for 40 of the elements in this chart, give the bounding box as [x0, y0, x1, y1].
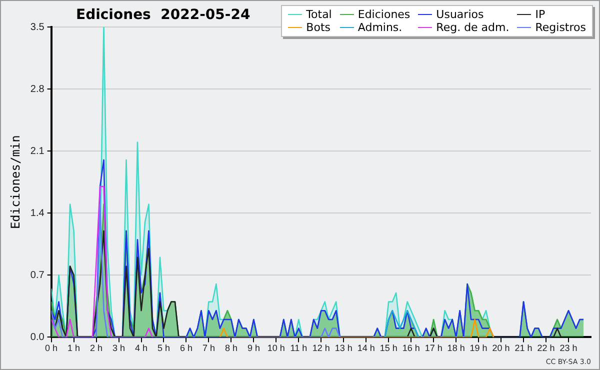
- x-tick-label: 11 h: [290, 343, 308, 354]
- x-tick-label: 21 h: [514, 343, 532, 354]
- legend-label: IP: [535, 8, 546, 21]
- legend-label: Admins.: [358, 21, 402, 34]
- y-tick-label: 2.8: [30, 84, 45, 95]
- legend-label: Bots: [306, 21, 330, 34]
- y-tick-label: 0.0: [30, 332, 45, 343]
- y-tick-label: 0.7: [30, 270, 45, 281]
- legend-label: Usuarios: [436, 8, 484, 21]
- x-tick-label: 3 h: [112, 343, 126, 354]
- y-tick-label: 2.1: [30, 146, 45, 157]
- legend-label: Reg. de adm.: [436, 21, 510, 34]
- y-axis-title: Ediciones/min: [8, 135, 22, 230]
- x-tick-label: 13 h: [334, 343, 352, 354]
- x-tick-label: 18 h: [447, 343, 465, 354]
- x-tick-label: 15 h: [380, 343, 398, 354]
- x-tick-label: 9 h: [247, 343, 260, 354]
- x-tick-label: 6 h: [180, 343, 192, 354]
- x-tick-label: 17 h: [424, 343, 442, 354]
- x-tick-label: 16 h: [402, 343, 420, 354]
- legend-label: Registros: [535, 21, 586, 34]
- y-tick-label: 3.5: [30, 22, 45, 33]
- legend-label: Ediciones: [358, 8, 410, 21]
- x-tick-label: 23 h: [560, 343, 578, 354]
- chart-title: Ediciones 2022-05-24: [76, 7, 250, 23]
- x-tick-label: 5 h: [157, 343, 170, 354]
- x-tick-label: 7 h: [202, 343, 215, 354]
- x-tick-label: 1 h: [68, 343, 80, 354]
- x-tick-label: 0 h: [45, 343, 58, 354]
- x-tick-label: 10 h: [267, 343, 285, 354]
- x-tick-label: 2 h: [90, 343, 103, 354]
- y-tick-label: 1.4: [30, 208, 45, 219]
- x-tick-label: 4 h: [134, 343, 148, 354]
- x-tick-label: 8 h: [224, 343, 238, 354]
- x-tick-label: 14 h: [357, 343, 375, 354]
- x-tick-label: 22 h: [537, 343, 555, 354]
- x-tick-label: 12 h: [312, 343, 330, 354]
- x-tick-label: 19 h: [470, 343, 488, 354]
- legend-label: Total: [306, 8, 332, 21]
- x-tick-label: 20 h: [492, 343, 510, 354]
